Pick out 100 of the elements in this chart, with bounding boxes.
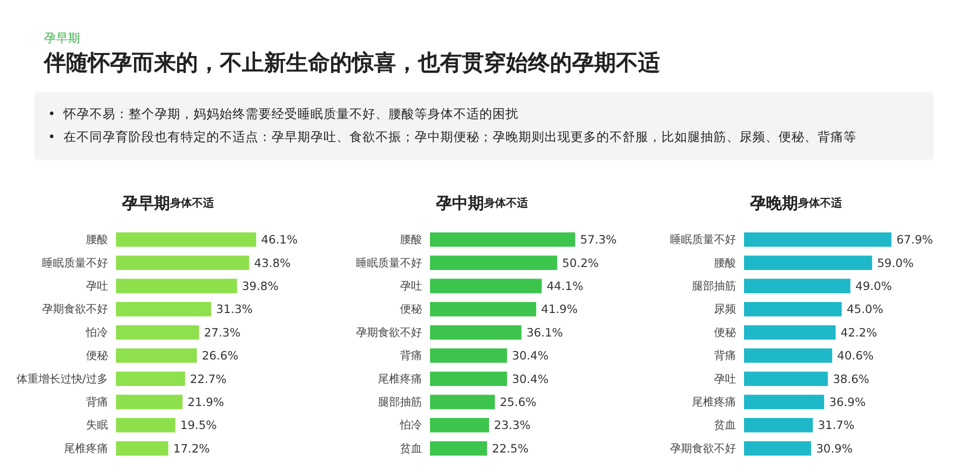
chart-subtitle: 身体不适 bbox=[797, 196, 843, 210]
y-tick-label: 尾椎疼痛 bbox=[692, 396, 736, 408]
y-tick-label: 失眠 bbox=[86, 418, 108, 432]
chart-title: 孕晚期 bbox=[749, 194, 798, 212]
text: 孕早期 bbox=[44, 30, 80, 47]
data-label: 45.0% bbox=[846, 302, 884, 316]
data-label: 30.4% bbox=[512, 348, 549, 363]
y-tick-label: 体重增长过快/过多 bbox=[16, 372, 108, 386]
bar bbox=[744, 325, 836, 340]
data-label: 30.4% bbox=[512, 372, 549, 386]
bar bbox=[744, 394, 824, 410]
data-label: 27.3% bbox=[204, 325, 241, 340]
data-label: 38.6% bbox=[832, 372, 870, 386]
y-tick-label: 腿部抽筋 bbox=[692, 280, 736, 292]
y-tick-label: 孕期食欲不好 bbox=[670, 442, 736, 455]
bar bbox=[116, 232, 256, 247]
bar bbox=[116, 302, 212, 316]
bar bbox=[744, 232, 892, 247]
y-tick-label: 孕期食欲不好 bbox=[356, 326, 422, 339]
bar bbox=[116, 441, 168, 456]
data-label: 31.3% bbox=[216, 302, 253, 316]
bar bbox=[430, 348, 508, 363]
bar bbox=[744, 348, 832, 363]
data-label: 39.8% bbox=[242, 279, 279, 293]
y-tick-label: 睡眠质量不好 bbox=[356, 256, 422, 270]
data-label: 19.5% bbox=[180, 418, 217, 432]
data-label: 36.9% bbox=[829, 395, 866, 409]
bar bbox=[744, 278, 850, 294]
bar bbox=[744, 256, 872, 270]
bar bbox=[744, 302, 842, 316]
y-tick-label: 背痛 bbox=[86, 396, 108, 408]
y-tick-label: 孕吐 bbox=[400, 280, 422, 292]
y-tick-label: 腿部抽筋 bbox=[378, 396, 422, 408]
bar bbox=[116, 394, 183, 410]
text: 伴随怀孕而来的，不止新生命的惊喜，也有贯穿始终的孕期不适 bbox=[44, 50, 660, 78]
data-label: 17.2% bbox=[173, 441, 210, 456]
bar bbox=[430, 232, 576, 247]
text: • 在不同孕育阶段也有特定的不适点：孕早期孕吐、食欲不振；孕中期便秘；孕晚期则出现更多的不舒服，比如腿抽筋、尿频、便秘、背痛等 bbox=[48, 128, 858, 146]
bar bbox=[430, 256, 558, 270]
y-tick-label: 睡眠质量不好 bbox=[42, 256, 108, 270]
bar bbox=[116, 418, 176, 432]
data-label: 41.9% bbox=[541, 302, 578, 316]
y-tick-label: 腰酸 bbox=[400, 233, 422, 246]
y-tick-label: 孕吐 bbox=[714, 372, 736, 386]
data-label: 36.1% bbox=[526, 325, 564, 340]
y-tick-label: 贫血 bbox=[714, 418, 736, 432]
data-label: 23.3% bbox=[494, 418, 531, 432]
y-tick-label: 便秘 bbox=[714, 326, 736, 339]
data-label: 31.7% bbox=[818, 418, 854, 432]
data-label: 49.0% bbox=[855, 279, 892, 293]
data-label: 50.2% bbox=[562, 256, 599, 270]
bar bbox=[430, 372, 508, 386]
data-label: 22.5% bbox=[492, 441, 529, 456]
bar bbox=[116, 256, 250, 270]
chart-title: 孕中期 bbox=[435, 194, 484, 212]
data-label: 40.6% bbox=[837, 348, 874, 363]
bar bbox=[430, 394, 495, 410]
data-label: 22.7% bbox=[190, 372, 227, 386]
chart-subtitle: 身体不适 bbox=[169, 196, 215, 210]
y-tick-label: 睡眠质量不好 bbox=[670, 233, 736, 246]
data-label: 21.9% bbox=[188, 395, 224, 409]
text: • 怀孕不易：整个孕期，妈妈始终需要经受睡眠质量不好、腰酸等身体不适的困扰 bbox=[48, 105, 520, 123]
bar bbox=[744, 372, 828, 386]
y-tick-label: 背痛 bbox=[714, 349, 736, 362]
y-tick-label: 孕期食欲不好 bbox=[42, 302, 108, 316]
data-label: 57.3% bbox=[580, 232, 617, 247]
data-label: 42.2% bbox=[840, 325, 878, 340]
y-tick-label: 便秘 bbox=[400, 302, 422, 316]
data-label: 25.6% bbox=[500, 395, 536, 409]
bar bbox=[430, 278, 542, 294]
y-tick-label: 腰酸 bbox=[86, 233, 108, 246]
bar bbox=[744, 418, 813, 432]
y-tick-label: 腰酸 bbox=[714, 256, 736, 270]
y-tick-label: 尾椎疼痛 bbox=[378, 372, 422, 386]
bar bbox=[116, 325, 199, 340]
y-tick-label: 背痛 bbox=[400, 349, 422, 362]
bar bbox=[430, 302, 536, 316]
bar bbox=[116, 348, 197, 363]
data-label: 26.6% bbox=[202, 348, 238, 363]
bar bbox=[430, 441, 487, 456]
y-tick-label: 便秘 bbox=[86, 349, 108, 362]
y-tick-label: 尾椎疼痛 bbox=[64, 442, 108, 455]
y-tick-label: 尿频 bbox=[714, 302, 736, 316]
data-label: 44.1% bbox=[546, 279, 584, 293]
data-label: 30.9% bbox=[816, 441, 853, 456]
y-tick-label: 孕吐 bbox=[86, 280, 108, 292]
bar bbox=[116, 278, 237, 294]
bar bbox=[430, 418, 490, 432]
data-label: 59.0% bbox=[877, 256, 914, 270]
y-tick-label: 贫血 bbox=[400, 442, 422, 455]
chart-title: 孕早期 bbox=[121, 194, 170, 212]
data-label: 46.1% bbox=[261, 232, 298, 247]
data-label: 67.9% bbox=[896, 232, 934, 247]
data-label: 43.8% bbox=[254, 256, 291, 270]
chart-subtitle: 身体不适 bbox=[483, 196, 529, 210]
bar bbox=[430, 325, 522, 340]
bar bbox=[744, 441, 812, 456]
y-tick-label: 怕冷 bbox=[399, 418, 422, 432]
bar bbox=[116, 372, 186, 386]
y-tick-label: 怕冷 bbox=[85, 326, 108, 339]
